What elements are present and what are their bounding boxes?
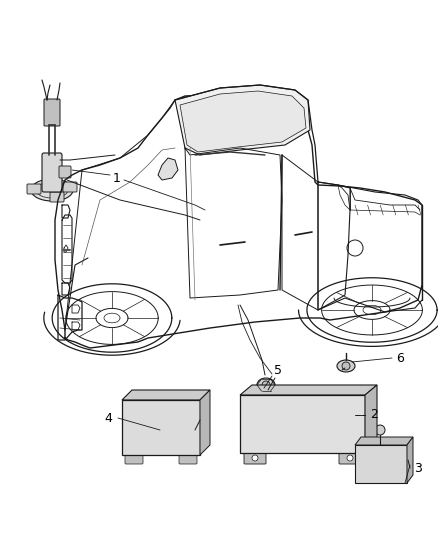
Circle shape bbox=[378, 464, 384, 469]
Polygon shape bbox=[355, 437, 413, 445]
Polygon shape bbox=[158, 158, 178, 180]
FancyBboxPatch shape bbox=[27, 184, 41, 194]
Circle shape bbox=[262, 406, 266, 410]
FancyBboxPatch shape bbox=[59, 166, 71, 178]
Circle shape bbox=[352, 420, 356, 424]
Text: 3: 3 bbox=[414, 462, 422, 474]
Circle shape bbox=[250, 406, 254, 410]
FancyBboxPatch shape bbox=[339, 452, 361, 464]
Circle shape bbox=[363, 453, 367, 457]
Circle shape bbox=[286, 420, 290, 424]
Circle shape bbox=[316, 420, 320, 424]
Ellipse shape bbox=[337, 360, 355, 372]
Circle shape bbox=[280, 420, 284, 424]
Polygon shape bbox=[200, 390, 210, 455]
FancyBboxPatch shape bbox=[63, 182, 77, 192]
FancyBboxPatch shape bbox=[307, 402, 331, 442]
Circle shape bbox=[256, 406, 260, 410]
Polygon shape bbox=[180, 91, 306, 152]
Circle shape bbox=[322, 420, 326, 424]
Circle shape bbox=[262, 420, 266, 424]
FancyBboxPatch shape bbox=[358, 449, 390, 477]
Circle shape bbox=[346, 406, 350, 410]
Text: 6: 6 bbox=[396, 351, 404, 365]
Polygon shape bbox=[122, 400, 200, 455]
FancyBboxPatch shape bbox=[244, 452, 266, 464]
Circle shape bbox=[256, 420, 260, 424]
Circle shape bbox=[262, 381, 270, 389]
FancyBboxPatch shape bbox=[179, 454, 197, 464]
Polygon shape bbox=[355, 445, 407, 483]
Circle shape bbox=[363, 464, 367, 469]
Circle shape bbox=[292, 420, 296, 424]
Polygon shape bbox=[240, 395, 365, 453]
Circle shape bbox=[347, 455, 353, 461]
FancyBboxPatch shape bbox=[337, 402, 361, 442]
FancyBboxPatch shape bbox=[50, 192, 64, 202]
Polygon shape bbox=[175, 85, 310, 155]
FancyBboxPatch shape bbox=[127, 407, 157, 445]
Circle shape bbox=[250, 420, 254, 424]
Circle shape bbox=[322, 406, 326, 410]
Text: 1: 1 bbox=[113, 172, 121, 184]
Circle shape bbox=[352, 406, 356, 410]
Circle shape bbox=[280, 406, 284, 410]
Text: 2: 2 bbox=[370, 408, 378, 422]
Ellipse shape bbox=[31, 179, 73, 201]
Circle shape bbox=[252, 455, 258, 461]
Circle shape bbox=[371, 453, 375, 457]
Circle shape bbox=[342, 362, 350, 370]
Polygon shape bbox=[122, 390, 210, 400]
Circle shape bbox=[375, 425, 385, 435]
Ellipse shape bbox=[257, 378, 275, 392]
FancyBboxPatch shape bbox=[277, 402, 301, 442]
FancyBboxPatch shape bbox=[42, 153, 62, 192]
Polygon shape bbox=[407, 437, 413, 483]
Polygon shape bbox=[365, 385, 377, 453]
FancyBboxPatch shape bbox=[44, 99, 60, 126]
Circle shape bbox=[310, 406, 314, 410]
Text: 4: 4 bbox=[104, 411, 112, 424]
Circle shape bbox=[340, 406, 344, 410]
Circle shape bbox=[292, 406, 296, 410]
Circle shape bbox=[371, 464, 375, 469]
Circle shape bbox=[346, 420, 350, 424]
Text: 5: 5 bbox=[274, 364, 282, 376]
FancyBboxPatch shape bbox=[247, 402, 271, 442]
Circle shape bbox=[340, 420, 344, 424]
Circle shape bbox=[286, 406, 290, 410]
Circle shape bbox=[378, 453, 384, 457]
Circle shape bbox=[310, 420, 314, 424]
Circle shape bbox=[316, 406, 320, 410]
FancyBboxPatch shape bbox=[125, 454, 143, 464]
Polygon shape bbox=[240, 385, 377, 395]
